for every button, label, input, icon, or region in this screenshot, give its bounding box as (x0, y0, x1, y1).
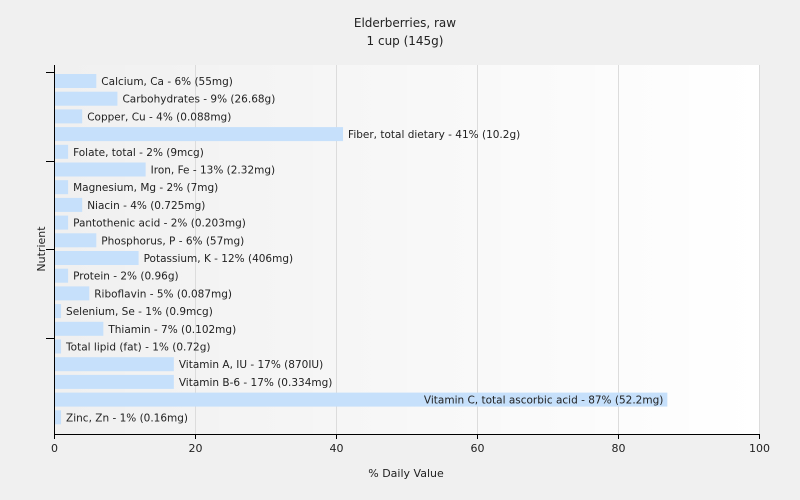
bar (55, 197, 83, 212)
x-tick-label: 60 (471, 442, 485, 455)
grid-lines (195, 65, 760, 434)
axes: 0 20 40 60 80 100 (46, 65, 770, 455)
bars: Calcium, Ca - 6% (55mg) Carbohydrates - 9… (55, 74, 668, 425)
bar (55, 286, 90, 301)
bar (55, 374, 174, 389)
bar-label: Vitamin B-6 - 17% (0.334mg) (179, 377, 333, 389)
bar-label: Carbohydrates - 9% (26.68g) (122, 94, 275, 106)
bar (55, 357, 174, 372)
bar (55, 233, 97, 248)
bar-label: Riboflavin - 5% (0.087mg) (94, 288, 232, 300)
bar (55, 180, 69, 195)
bar (55, 251, 139, 265)
bar (55, 268, 69, 283)
x-tick-label: 100 (749, 442, 770, 455)
bar (55, 304, 62, 319)
bar-label: Niacin - 4% (0.725mg) (87, 200, 205, 212)
bar (55, 215, 69, 230)
bar-label: Thiamin - 7% (0.102mg) (107, 324, 236, 336)
bar-label: Total lipid (fat) - 1% (0.72g) (65, 342, 210, 354)
bar-label: Potassium, K - 12% (406mg) (144, 253, 294, 265)
bar (55, 91, 118, 106)
bar-label: Iron, Fe - 13% (2.32mg) (151, 165, 275, 177)
bar (55, 144, 69, 159)
bar-label: Copper, Cu - 4% (0.088mg) (87, 111, 231, 123)
x-axis-label: % Daily Value (368, 467, 444, 480)
bar-label: Pantothenic acid - 2% (0.203mg) (73, 218, 246, 230)
plot-area (54, 65, 759, 434)
bar (55, 410, 62, 425)
bar-label: Vitamin A, IU - 17% (870IU) (179, 359, 323, 371)
bar (55, 162, 146, 177)
bar-label: Selenium, Se - 1% (0.9mcg) (66, 306, 213, 318)
bar-label: Vitamin C, total ascorbic acid - 87% (52… (424, 395, 663, 407)
bar (55, 127, 344, 142)
bar-label: Phosphorus, P - 6% (57mg) (101, 235, 244, 247)
x-tick-label: 80 (612, 442, 626, 455)
chart-title: Elderberries, raw (354, 16, 456, 30)
bar-label: Fiber, total dietary - 41% (10.2g) (348, 129, 520, 141)
x-tick-label: 40 (330, 442, 344, 455)
bar-label: Protein - 2% (0.96g) (73, 271, 179, 283)
bar (55, 109, 83, 124)
bar (55, 321, 104, 336)
bar-label: Zinc, Zn - 1% (0.16mg) (66, 412, 188, 424)
x-tick-label: 0 (51, 442, 58, 455)
y-axis-label: Nutrient (35, 226, 48, 272)
bar (55, 392, 668, 407)
bar (55, 339, 62, 354)
x-tick-label: 20 (189, 442, 203, 455)
bar-label: Calcium, Ca - 6% (55mg) (101, 76, 233, 88)
bar-label: Magnesium, Mg - 2% (7mg) (73, 182, 218, 194)
bar (55, 74, 97, 88)
bar-label: Folate, total - 2% (9mcg) (73, 147, 204, 159)
chart-subtitle: 1 cup (145g) (367, 34, 444, 48)
